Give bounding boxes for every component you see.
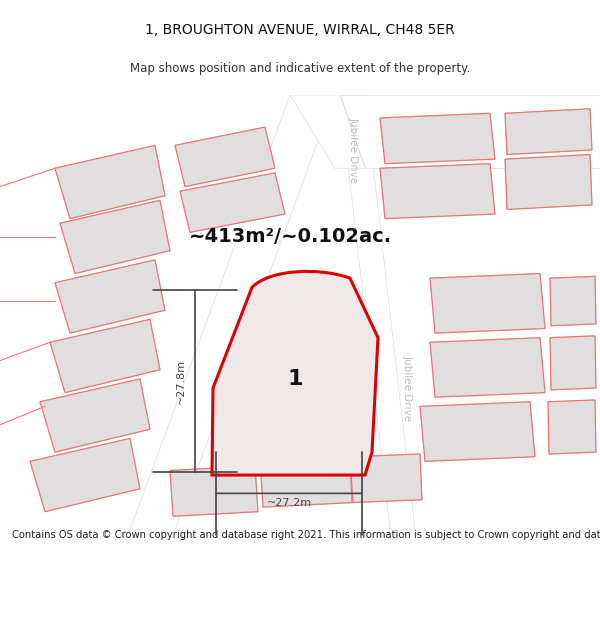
Polygon shape [180, 173, 285, 232]
Polygon shape [340, 95, 415, 530]
Text: Contains OS data © Crown copyright and database right 2021. This information is : Contains OS data © Crown copyright and d… [12, 530, 600, 540]
Polygon shape [550, 336, 596, 390]
Polygon shape [175, 127, 275, 187]
PathPatch shape [212, 271, 378, 475]
Polygon shape [30, 438, 140, 512]
Polygon shape [505, 154, 592, 209]
Polygon shape [55, 146, 165, 219]
Polygon shape [130, 95, 335, 530]
Text: ~27.8m: ~27.8m [176, 359, 186, 404]
Text: 1: 1 [287, 369, 303, 389]
Polygon shape [380, 164, 495, 219]
Polygon shape [420, 402, 535, 461]
Text: Broughton Avenue: Broughton Avenue [258, 274, 322, 359]
Text: ~27.2m: ~27.2m [266, 498, 311, 508]
Polygon shape [380, 113, 495, 164]
Text: 1, BROUGHTON AVENUE, WIRRAL, CH48 5ER: 1, BROUGHTON AVENUE, WIRRAL, CH48 5ER [145, 23, 455, 38]
Polygon shape [548, 400, 596, 454]
Polygon shape [430, 274, 545, 333]
Text: Jubilee Drive: Jubilee Drive [349, 117, 359, 183]
Text: ~413m²/~0.102ac.: ~413m²/~0.102ac. [188, 228, 392, 246]
Polygon shape [430, 338, 545, 398]
Text: Jubilee Drive: Jubilee Drive [403, 355, 413, 421]
Polygon shape [170, 466, 258, 516]
Polygon shape [60, 201, 170, 274]
Polygon shape [245, 324, 345, 424]
Polygon shape [550, 276, 596, 326]
Polygon shape [260, 457, 353, 507]
Polygon shape [55, 260, 165, 333]
Text: Map shows position and indicative extent of the property.: Map shows position and indicative extent… [130, 62, 470, 75]
Polygon shape [350, 454, 422, 503]
Polygon shape [505, 109, 592, 154]
Polygon shape [40, 379, 150, 452]
Polygon shape [50, 319, 160, 392]
Polygon shape [290, 95, 365, 168]
Polygon shape [340, 95, 600, 168]
